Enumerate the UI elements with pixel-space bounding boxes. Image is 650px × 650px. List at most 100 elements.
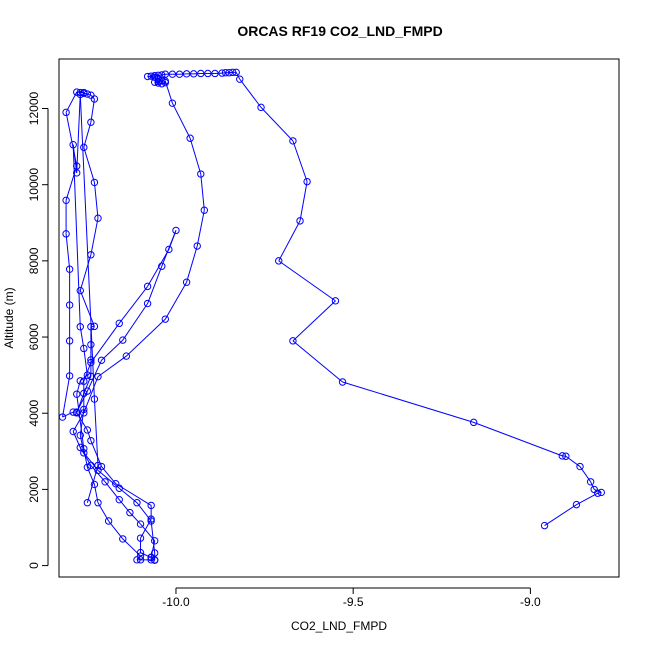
data-point [136,520,145,528]
data-point [94,461,102,470]
data-point [80,88,88,97]
series-segment [76,394,85,449]
data-point [87,251,95,259]
data-point [175,70,184,78]
data-point [296,217,304,225]
series-segment [171,102,191,139]
series-segment [79,409,85,436]
data-point [576,462,584,471]
y-tick-label: 10000 [27,168,41,202]
data-point [168,99,177,107]
data-point [83,499,92,507]
series-segment [292,300,336,342]
data-point [338,378,347,386]
data-point [232,68,240,77]
data-point [76,377,84,385]
series-segment [196,210,205,247]
series-segment [97,355,127,378]
data-point [143,282,152,291]
data-point [80,405,88,414]
data-point [182,70,191,78]
series-segment [565,455,581,467]
series-segment [108,520,124,540]
series-segment [122,303,149,341]
data-point [150,537,159,545]
data-point [87,372,95,380]
data-point [136,534,145,542]
data-point [147,515,155,523]
data-point [94,466,102,475]
series-segment [147,249,170,287]
data-point [62,230,70,238]
data-point [83,426,92,434]
series-segment [90,94,95,100]
series-segment [235,72,241,80]
data-point [83,371,92,379]
data-point [197,69,205,78]
data-point [540,521,549,530]
series-segment [104,481,120,500]
x-tick-label: -9.5 [343,595,364,609]
data-point [76,90,84,99]
series-segment [86,465,99,503]
data-point [87,461,95,470]
series-segment [86,429,92,441]
series-segment [342,381,474,423]
series-segment [292,340,343,383]
series-segment [292,140,308,182]
series-segment [115,483,152,506]
series-segment [101,466,117,485]
data-point [87,436,95,445]
series-segment [118,286,149,324]
y-tick-label: 8000 [27,247,41,274]
data-point [115,495,123,504]
data-point [104,517,113,525]
data-point [289,337,297,345]
x-tick-label: -9.0 [520,595,541,609]
series-segment [72,431,81,448]
series-segment [83,147,95,183]
series-segment [260,107,294,142]
data-point [90,395,99,403]
data-point [331,297,340,305]
data-point [193,242,201,250]
data-point [200,206,209,214]
data-point [303,177,311,186]
series-segment [200,173,205,211]
data-point [275,257,283,265]
data-point [126,508,134,517]
series-segment [90,218,99,255]
y-tick-label: 12000 [27,92,41,126]
data-point [150,78,159,86]
series-segment [278,260,336,302]
data-point [83,387,92,395]
x-axis-label: CO2_LND_FMPD [291,619,387,633]
data-point [58,413,67,421]
data-point [73,390,81,398]
data-point [158,262,166,270]
data-point [204,69,212,78]
series-segment [118,487,138,504]
chart-title: ORCAS RF19 CO2_LND_FMPD [237,23,442,39]
data-point [122,352,131,360]
data-point [586,478,595,486]
data-point [65,301,74,309]
series-segment [65,233,71,270]
series-segment [129,512,141,525]
data-point [115,319,123,328]
y-tick-label: 0 [27,562,41,569]
data-point [90,178,99,187]
data-point [80,449,88,457]
series-segment [97,469,120,489]
data-point [218,69,226,77]
series-segment [79,290,95,327]
series-segment [65,91,78,113]
data-point [62,196,70,205]
plot-frame [58,58,620,578]
x-tick-label: -10.0 [162,595,190,609]
data-point [62,108,70,117]
data-point [90,322,99,331]
series-segment [576,492,598,506]
x-axis: -10.0 -9.5 -9.0 [162,587,541,609]
data-point [257,103,265,112]
